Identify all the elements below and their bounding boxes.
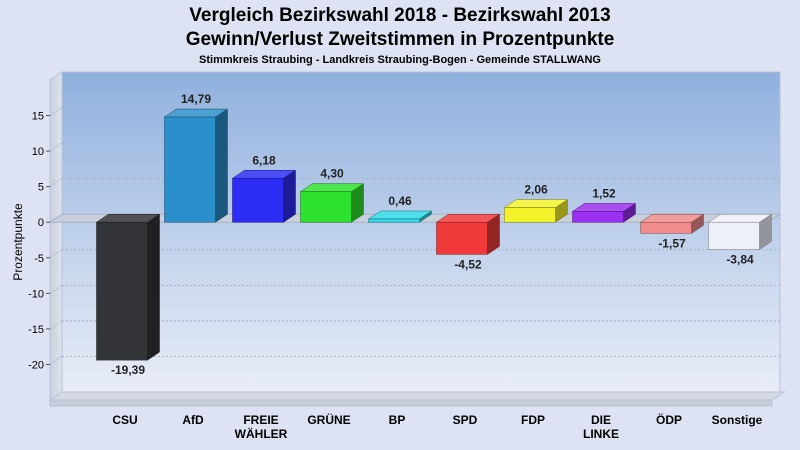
bar xyxy=(707,213,773,250)
category-label: FDP xyxy=(521,413,545,427)
bar-value-label: -3,84 xyxy=(726,253,754,267)
bar-front xyxy=(368,218,420,223)
y-tick-label: 15 xyxy=(32,111,44,123)
y-tick-label: 10 xyxy=(32,146,44,158)
bar-value-label: 14,79 xyxy=(181,92,211,106)
bar-value-label: -1,57 xyxy=(658,236,686,250)
category-label: WÄHLER xyxy=(235,426,288,441)
bar-value-label: 0,46 xyxy=(388,194,412,208)
category-label: BP xyxy=(389,413,406,427)
bar-side xyxy=(215,108,228,223)
plot-floor xyxy=(48,391,786,401)
y-tick-label: -15 xyxy=(28,324,44,336)
chart-title: Vergleich Bezirkswahl 2018 - Bezirkswahl… xyxy=(189,5,611,26)
bar xyxy=(571,202,637,223)
bar xyxy=(95,213,161,361)
bar xyxy=(435,213,501,255)
category-label: ÖDP xyxy=(656,412,682,427)
bar-value-label: -19,39 xyxy=(111,363,145,377)
category-label: Sonstige xyxy=(712,413,763,427)
bar-front xyxy=(96,221,148,361)
bar xyxy=(299,183,365,223)
bar-value-label: 6,18 xyxy=(252,153,276,167)
grid-line xyxy=(49,249,63,259)
bar-front xyxy=(436,221,488,255)
bar-value-label: 2,06 xyxy=(524,183,548,197)
plot-left-wall xyxy=(49,71,63,401)
y-tick-label: -20 xyxy=(28,359,44,371)
bar xyxy=(231,169,297,223)
bar-front xyxy=(640,221,692,234)
bar-front xyxy=(572,211,624,223)
bar xyxy=(503,199,569,223)
grid-line xyxy=(49,320,63,330)
bar-side xyxy=(147,213,160,361)
bar-front xyxy=(504,207,556,223)
bar-front xyxy=(232,178,284,223)
y-tick-label: 5 xyxy=(38,182,44,194)
category-label: AfD xyxy=(182,413,204,427)
plot-floor-edge xyxy=(49,399,773,407)
grid-line xyxy=(49,178,63,188)
bar-value-label: 1,52 xyxy=(592,186,616,200)
grid-line xyxy=(49,142,63,152)
bar xyxy=(367,210,433,223)
bar-front xyxy=(300,191,352,223)
chart-caption: Stimmkreis Straubing - Landkreis Straubi… xyxy=(199,54,601,66)
category-label: LINKE xyxy=(583,427,619,441)
bars: -19,39 14,79 6,18 4,30 0,46 -4,52 2,06 1,52 -1,5… xyxy=(95,92,773,377)
category-label: DIE xyxy=(591,413,611,427)
y-tick-label: -5 xyxy=(34,253,44,265)
bar-value-label: 4,30 xyxy=(320,167,344,181)
bar-side xyxy=(283,169,296,223)
category-label: CSU xyxy=(112,413,137,427)
bar xyxy=(639,213,705,234)
bar-front xyxy=(164,116,216,223)
category-label: SPD xyxy=(453,413,478,427)
y-tick-label: 0 xyxy=(38,217,44,229)
grid-line xyxy=(49,284,63,294)
y-axis: 15 10 5 0 -5 -10 -15 -20 xyxy=(28,111,50,371)
grid-line xyxy=(49,107,63,116)
bar-value-label: -4,52 xyxy=(454,257,482,271)
category-label: GRÜNE xyxy=(307,412,350,427)
chart-subtitle: Gewinn/Verlust Zweitstimmen in Prozentpu… xyxy=(185,29,615,50)
bar-front xyxy=(708,221,760,250)
bar xyxy=(163,108,229,223)
y-axis-label: Prozentpunkte xyxy=(11,203,25,281)
y-tick-label: -10 xyxy=(28,288,44,300)
grid-line xyxy=(49,356,63,365)
category-label: FREIE xyxy=(243,413,278,427)
